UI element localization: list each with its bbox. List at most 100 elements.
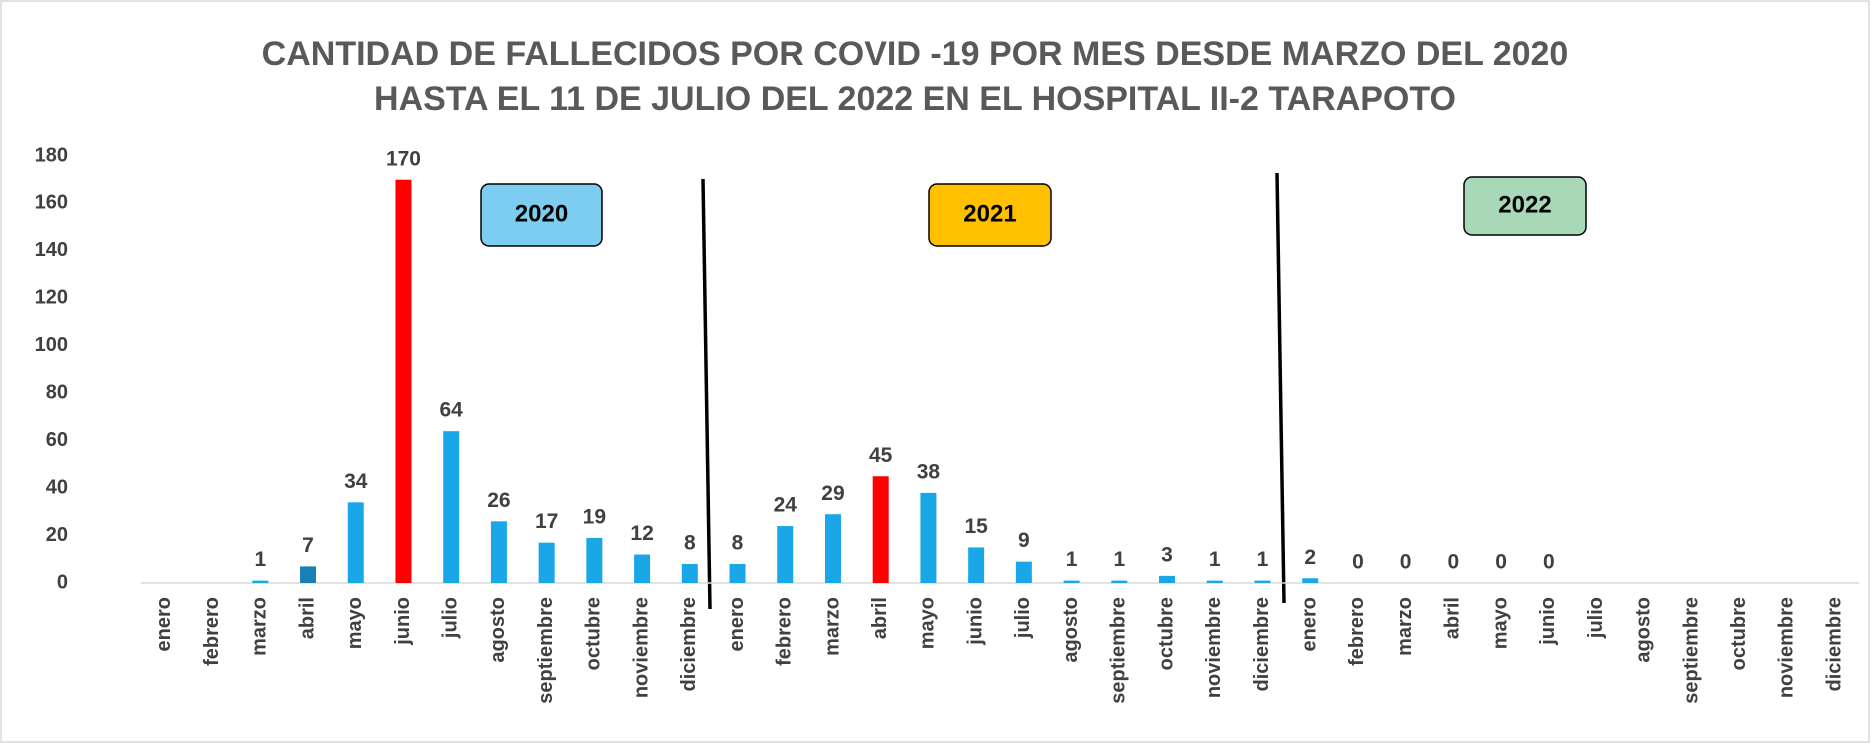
data-label: 64 [440, 399, 464, 422]
bar [252, 580, 269, 583]
bar [968, 547, 985, 583]
bar [300, 566, 317, 583]
x-tick-label: abril [869, 597, 891, 639]
x-tick-label: noviembre [630, 597, 652, 698]
x-tick-label: octubre [1728, 597, 1750, 670]
bar [395, 179, 412, 583]
data-label: 9 [1018, 529, 1030, 552]
data-label: 0 [1400, 551, 1412, 574]
x-tick-label: octubre [1155, 597, 1177, 670]
x-tick-label: junio [1537, 597, 1559, 646]
bar [1206, 580, 1223, 583]
data-label: 8 [732, 532, 744, 555]
data-label: 0 [1448, 551, 1460, 574]
x-tick-label: julio [1012, 597, 1034, 639]
x-tick-label: febrero [774, 597, 796, 666]
year-box [1463, 176, 1587, 236]
data-label: 170 [386, 147, 421, 170]
x-tick-label: julio [1585, 597, 1607, 639]
year-divider [1275, 172, 1286, 604]
bar [1302, 578, 1319, 583]
x-tick-label: marzo [249, 597, 271, 656]
data-label: 2 [1304, 546, 1316, 569]
x-tick-label: marzo [821, 597, 843, 656]
x-tick-label: enero [153, 597, 175, 651]
x-tick-label: septiembre [1680, 597, 1702, 704]
x-tick-label: noviembre [1776, 597, 1798, 698]
year-divider [701, 178, 712, 610]
bar [1063, 580, 1080, 583]
bar [681, 564, 698, 583]
year-label: 2020 [515, 200, 568, 227]
x-tick-label: octubre [583, 597, 605, 670]
bar [1254, 580, 1271, 583]
data-label: 15 [964, 515, 988, 538]
bar [538, 542, 555, 583]
chart-title: HASTA EL 11 DE JULIO DEL 2022 EN EL HOSP… [374, 80, 1456, 118]
y-tick-label: 180 [35, 144, 68, 166]
x-tick-label: marzo [1394, 597, 1416, 656]
x-tick-label: abril [296, 597, 318, 639]
year-box [480, 183, 603, 247]
y-tick-label: 60 [46, 429, 68, 451]
bar [1111, 580, 1128, 583]
x-tick-label: diciembre [1251, 597, 1273, 691]
y-tick-label: 140 [35, 239, 68, 261]
bar [777, 526, 794, 583]
y-tick-label: 120 [35, 287, 68, 309]
data-label: 26 [487, 489, 510, 512]
x-tick-label: noviembre [1203, 597, 1225, 698]
data-label: 45 [869, 444, 893, 467]
data-label: 0 [1543, 551, 1555, 574]
x-tick-label: junio [964, 597, 986, 646]
x-tick-label: junio [392, 597, 414, 646]
chart-title: CANTIDAD DE FALLECIDOS POR COVID -19 POR… [262, 35, 1569, 73]
data-label: 38 [917, 460, 941, 483]
data-label: 34 [344, 470, 368, 493]
data-label: 3 [1161, 543, 1173, 566]
x-tick-label: diciembre [678, 597, 700, 691]
data-label: 8 [684, 532, 696, 555]
x-tick-label: enero [1298, 597, 1320, 651]
y-tick-label: 0 [57, 571, 68, 593]
x-tick-label: agosto [1060, 597, 1082, 663]
y-tick-label: 20 [46, 524, 68, 546]
data-label: 1 [1209, 548, 1221, 571]
x-tick-label: enero [726, 597, 748, 651]
bar [824, 514, 841, 583]
x-tick-label: febrero [201, 597, 223, 666]
data-label: 29 [821, 482, 844, 505]
x-tick-label: septiembre [535, 597, 557, 704]
data-label: 19 [583, 505, 606, 528]
x-tick-label: febrero [1346, 597, 1368, 666]
x-tick-label: julio [439, 597, 461, 639]
bar [634, 554, 651, 583]
year-box [928, 183, 1052, 247]
x-tick-label: agosto [1633, 597, 1655, 663]
year-label: 2021 [963, 200, 1016, 227]
x-tick-label: mayo [1489, 597, 1511, 649]
y-tick-label: 160 [35, 192, 68, 214]
data-label: 1 [1066, 548, 1078, 571]
x-tick-label: agosto [487, 597, 509, 663]
x-tick-label: mayo [344, 597, 366, 649]
data-label: 24 [774, 494, 798, 517]
data-label: 0 [1352, 551, 1364, 574]
bar [1159, 575, 1176, 583]
data-label: 1 [254, 548, 266, 571]
x-tick-label: mayo [917, 597, 939, 649]
x-tick-label: diciembre [1823, 597, 1845, 691]
data-label: 12 [630, 522, 653, 545]
bar [729, 564, 746, 583]
year-label: 2022 [1498, 191, 1551, 218]
y-tick-label: 40 [46, 476, 68, 498]
data-label: 0 [1495, 551, 1507, 574]
bar [490, 521, 507, 583]
data-label: 1 [1257, 548, 1269, 571]
bar [586, 537, 603, 583]
bar [920, 492, 937, 583]
data-label: 17 [535, 510, 558, 533]
bar [872, 476, 889, 583]
